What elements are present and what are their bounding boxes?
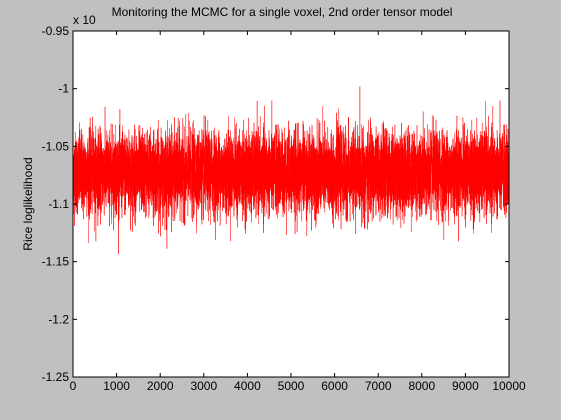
x-tick-label: 3000 — [190, 379, 217, 393]
trace-line — [72, 86, 510, 255]
x-tick-label: 10000 — [492, 379, 526, 393]
plot-area — [73, 31, 509, 377]
y-tick-label: -1.1 — [48, 197, 69, 211]
chart-title: Monitoring the MCMC for a single voxel, … — [112, 5, 453, 19]
ticks-layer: 0 1000 2000 3000 4000 5000 6000 7000 8000 9000 100… — [42, 24, 526, 393]
y-tick-label: -1.05 — [42, 139, 70, 153]
y-tick-label: -1 — [58, 82, 69, 96]
x-tick-label: 2000 — [147, 379, 174, 393]
y-tick-label: -0.95 — [42, 24, 70, 38]
series-layer — [72, 86, 510, 255]
x-tick-label: 6000 — [321, 379, 348, 393]
y-tick-label: -1.25 — [42, 370, 70, 384]
y-tick-label: -1.15 — [42, 255, 70, 269]
x-tick-label: 5000 — [278, 379, 305, 393]
x-tick-label: 7000 — [365, 379, 392, 393]
x-tick-label: 1000 — [103, 379, 130, 393]
y-tick-label: -1.2 — [48, 312, 69, 326]
x-tick-label: 4000 — [234, 379, 261, 393]
x-tick-label: 8000 — [408, 379, 435, 393]
exponent-label: x 10 — [73, 13, 96, 27]
y-axis-label: Rice loglikelihood — [21, 157, 35, 250]
x-tick-label: 9000 — [452, 379, 479, 393]
x-tick-label: 0 — [70, 379, 77, 393]
